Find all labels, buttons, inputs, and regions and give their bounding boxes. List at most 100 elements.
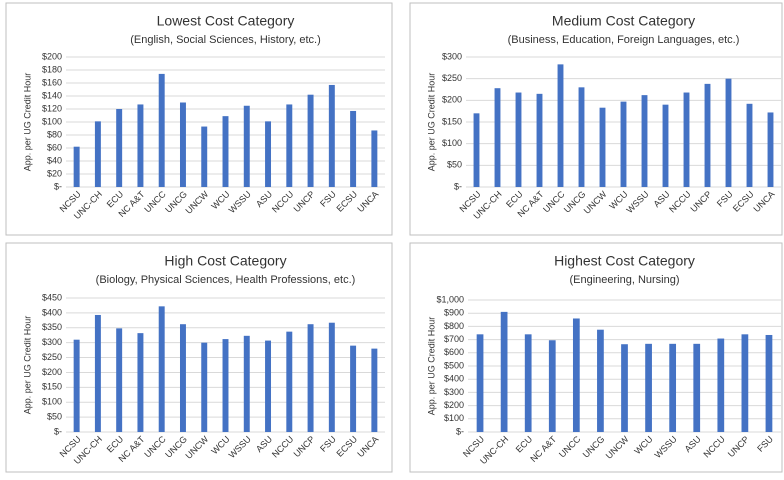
panel-border — [409, 242, 783, 473]
x-tick-label: NCCU — [701, 434, 726, 459]
bar — [717, 338, 725, 432]
y-tick-label: $50 — [47, 411, 62, 421]
panel-border — [5, 2, 393, 236]
bar — [494, 88, 501, 187]
y-tick-label: $300 — [442, 51, 462, 61]
y-tick-label: $200 — [444, 400, 464, 410]
x-tick-label: UNCC — [142, 434, 168, 460]
y-tick-label: $250 — [42, 352, 62, 362]
bar — [179, 324, 186, 432]
x-tick-label: WSSU — [227, 434, 253, 460]
bar — [286, 331, 293, 432]
bar — [693, 343, 701, 432]
bar — [641, 95, 648, 187]
x-tick-label: NCCU — [667, 189, 692, 214]
y-tick-label: $100 — [442, 138, 462, 148]
y-tick-label: $300 — [444, 387, 464, 397]
bar — [73, 146, 80, 187]
y-tick-label: $100 — [42, 397, 62, 407]
x-tick-label: NCCU — [270, 434, 295, 459]
bar — [473, 113, 480, 187]
y-tick-label: $150 — [42, 382, 62, 392]
bar — [476, 334, 484, 432]
y-tick-label: $- — [454, 181, 462, 191]
bar — [73, 339, 80, 432]
bar — [599, 107, 606, 187]
bar — [328, 84, 335, 187]
bar — [557, 64, 564, 187]
x-tick-label: ECSU — [334, 189, 359, 214]
bar — [222, 116, 229, 187]
y-tick-label: $- — [54, 426, 62, 436]
x-tick-label: UNCA — [355, 434, 380, 459]
x-tick-label: NC A&T — [528, 434, 558, 464]
bar — [597, 329, 604, 432]
y-tick-label: $60 — [47, 142, 62, 152]
x-tick-label: UNCP — [292, 434, 317, 459]
x-tick-label: WSSU — [227, 189, 253, 215]
x-tick-label: FSU — [755, 434, 775, 454]
bar — [548, 340, 556, 432]
y-tick-label: $250 — [442, 73, 462, 83]
panel-border — [5, 242, 393, 473]
bar — [669, 343, 677, 432]
chart-subtitle: (Engineering, Nursing) — [569, 274, 679, 286]
x-tick-label: UNCC — [142, 189, 168, 215]
x-tick-label: UNCA — [751, 189, 776, 214]
chart-title: High Cost Category — [164, 253, 286, 269]
chart-title: Medium Cost Category — [552, 13, 695, 29]
bar — [621, 344, 628, 432]
x-tick-label: UNCP — [726, 434, 751, 459]
y-tick-label: $180 — [42, 64, 62, 74]
bar — [524, 334, 532, 432]
y-tick-label: $400 — [444, 374, 464, 384]
bar — [201, 126, 208, 187]
bar — [286, 104, 293, 187]
y-tick-label: $200 — [42, 51, 62, 61]
bar — [500, 311, 508, 432]
y-tick-label: $300 — [42, 337, 62, 347]
y-tick-label: $200 — [42, 367, 62, 377]
bar — [137, 104, 144, 187]
bar — [620, 101, 627, 187]
bar — [350, 345, 357, 432]
bar — [243, 105, 250, 187]
bar — [767, 112, 774, 187]
x-tick-label: NCCU — [270, 189, 295, 214]
x-tick-label: UNCC — [557, 434, 583, 460]
y-tick-label: $500 — [444, 360, 464, 370]
bar — [350, 110, 357, 187]
y-tick-label: $- — [456, 426, 464, 436]
bar — [158, 73, 165, 187]
bar — [645, 343, 652, 432]
x-tick-label: WSSU — [653, 434, 679, 460]
bar — [704, 83, 711, 187]
bar — [94, 314, 101, 432]
bar — [536, 93, 543, 187]
y-tick-label: $120 — [42, 103, 62, 113]
bar — [307, 324, 314, 432]
bar — [371, 130, 378, 187]
x-tick-label: UNCG — [581, 434, 607, 460]
chart-subtitle: (English, Social Sciences, History, etc.… — [130, 34, 321, 46]
y-tick-label: $1,000 — [436, 294, 464, 304]
panel-border — [409, 2, 783, 236]
bar — [94, 121, 101, 187]
bar — [572, 318, 580, 432]
bar — [179, 102, 186, 187]
y-tick-label: $160 — [42, 77, 62, 87]
x-tick-label: UNCW — [604, 434, 631, 461]
x-tick-label: UNCW — [183, 434, 210, 461]
y-axis-label: App. per UG Credit Hour — [426, 73, 436, 172]
bar — [328, 322, 335, 432]
y-tick-label: $600 — [444, 347, 464, 357]
bar — [662, 104, 669, 187]
chart-subtitle: (Business, Education, Foreign Languages,… — [508, 34, 740, 46]
x-tick-label: UNCP — [292, 189, 317, 214]
y-tick-label: $100 — [444, 413, 464, 423]
bar — [116, 109, 123, 187]
bar — [725, 78, 732, 187]
bar — [201, 342, 208, 432]
y-tick-label: $350 — [42, 322, 62, 332]
